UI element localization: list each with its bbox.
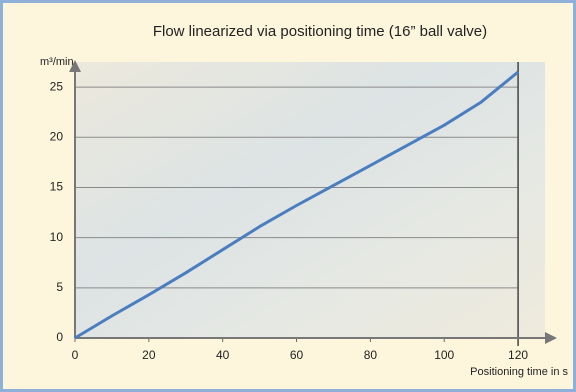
page: Flow linearized via positioning time (16… <box>0 0 576 392</box>
y-tick-label: 20 <box>50 129 64 143</box>
x-tick-label: 120 <box>508 348 528 362</box>
x-tick-label: 0 <box>72 348 79 362</box>
x-axis-label: Positioning time in s <box>470 366 568 378</box>
y-tick-label: 0 <box>56 330 63 344</box>
x-tick-label: 20 <box>142 348 156 362</box>
x-tick-label: 60 <box>290 348 304 362</box>
y-tick-label: 25 <box>50 79 64 93</box>
y-axis-label: m³/min <box>40 56 74 68</box>
y-tick-label: 10 <box>50 230 64 244</box>
x-tick-label: 100 <box>434 348 454 362</box>
chart-title: Flow linearized via positioning time (16… <box>153 23 487 40</box>
chart: Flow linearized via positioning time (16… <box>0 0 576 392</box>
y-tick-label: 15 <box>50 180 64 194</box>
x-tick-label: 80 <box>364 348 378 362</box>
x-tick-label: 40 <box>216 348 230 362</box>
y-tick-label: 5 <box>56 280 63 294</box>
